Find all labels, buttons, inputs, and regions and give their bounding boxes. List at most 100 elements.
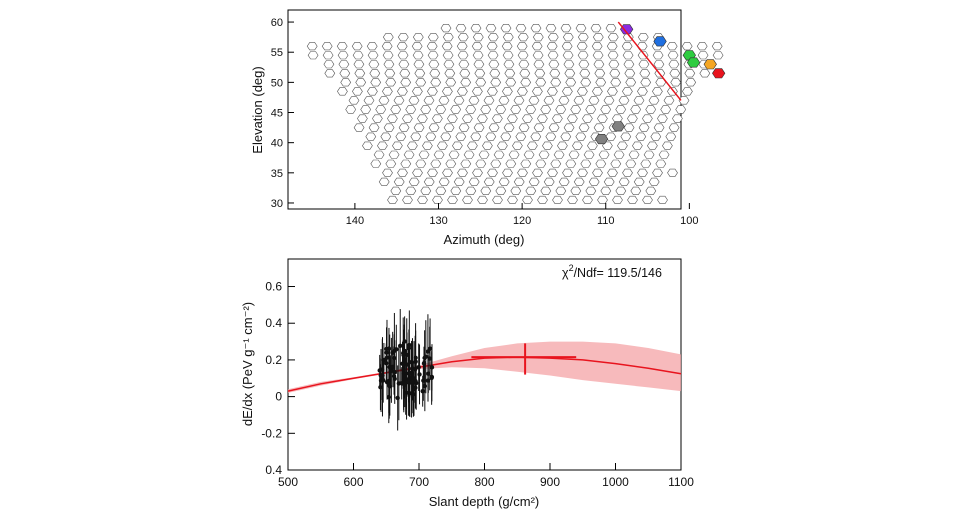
camera-pixel [392,141,403,150]
camera-pixel [490,78,502,87]
camera-pixel [597,114,608,123]
camera-pixel [665,132,677,141]
camera-pixel [669,69,681,78]
camera-pixel [580,159,592,168]
camera-pixel [597,195,608,204]
camera-pixel [457,87,468,96]
camera-pixel [495,186,507,195]
hit-pixel [653,36,667,47]
camera-pixel [362,141,373,150]
camera-pixel [500,23,512,33]
bottom-y-tick-label: -0.2 [261,426,282,440]
camera-pixel [585,186,597,195]
bottom-y-tick-label: 0.4 [265,316,282,330]
camera-pixel [465,186,477,195]
camera-pixel [345,105,357,114]
camera-pixel [501,42,513,51]
camera-pixel [658,150,670,159]
camera-pixel [498,96,510,105]
camera-pixel [428,123,440,132]
data-point [378,385,383,390]
camera-pixel [487,51,499,60]
data-point [425,378,431,383]
camera-pixel [504,69,516,78]
camera-pixel [444,69,456,78]
camera-pixel [533,60,545,69]
data-point [398,343,403,349]
camera-pixel [373,150,385,159]
energy-deposit-chart: 500 600 700 800 900 1000 1100 0.4-0.200.20.40.… [240,258,694,509]
bottom-y-ticks: 0.4 -0.2 0 0.2 0.4 0.6 [261,280,295,477]
camera-pixel [564,69,576,78]
camera-pixel [660,105,672,114]
camera-pixel [478,150,490,159]
bottom-y-axis-label: dE/dx (PeV g⁻¹ cm⁻²) [240,302,255,426]
camera-pixel [488,60,500,69]
camera-pixel [417,195,428,204]
chi2-annotation: χ2/Ndf= 119.5/146 [562,263,662,280]
camera-pixel [593,60,605,69]
camera-pixel [360,105,372,114]
camera-pixel [470,23,482,33]
camera-pixel [503,60,515,69]
camera-pixel [462,195,473,204]
camera-pixel [402,195,413,204]
camera-pixel [432,114,443,123]
camera-pixel [613,150,625,159]
camera-pixel [655,159,667,168]
camera-pixel [438,96,450,105]
top-y-tick-label: 35 [271,168,283,180]
bottom-y-tick-label: 0.6 [265,280,282,294]
camera-pixel [340,78,352,87]
camera-pixel [523,150,535,159]
camera-pixel [472,33,484,42]
camera-pixel [538,150,550,159]
camera-pixel [591,42,603,51]
camera-pixel [458,60,470,69]
camera-pixel [480,186,492,195]
camera-pixel [520,159,532,168]
camera-pixel [653,60,665,69]
bottom-x-tick-label: 700 [409,475,429,489]
camera-pixel [472,51,484,60]
camera-pixel [367,51,379,60]
camera-pixel [369,69,381,78]
camera-pixel [382,168,393,177]
camera-pixel [396,42,408,51]
camera-pixel [408,96,420,105]
data-point [429,365,435,370]
camera-pixel [609,69,621,78]
camera-pixel [712,51,724,60]
hit-pixel [712,68,726,79]
camera-pixel [570,186,582,195]
camera-pixel [402,114,413,123]
camera-pixel [577,51,589,60]
camera-pixel [653,123,665,132]
camera-pixel [637,33,649,42]
camera-pixel [652,87,663,96]
camera-pixel [351,42,363,51]
camera-pixel [338,60,350,69]
camera-pixel [445,159,457,168]
bottom-x-ticks: 500 600 700 800 900 1000 1100 [278,463,694,489]
camera-pixel [647,141,658,150]
camera-pixel [488,123,500,132]
camera-pixel [696,42,708,51]
camera-pixel [590,23,602,33]
data-point [377,368,382,373]
data-points [377,309,435,431]
camera-pixel [465,105,477,114]
camera-pixel [412,87,423,96]
data-point [420,389,425,394]
camera-pixel [652,168,663,177]
camera-pixel [512,141,523,150]
camera-pixel [543,177,555,186]
camera-pixel [577,33,589,42]
camera-pixel [528,96,540,105]
camera-pixel [393,96,405,105]
camera-pixel [438,177,450,186]
camera-pixel [452,141,463,150]
camera-pixel [307,51,319,60]
camera-pixel [578,123,590,132]
